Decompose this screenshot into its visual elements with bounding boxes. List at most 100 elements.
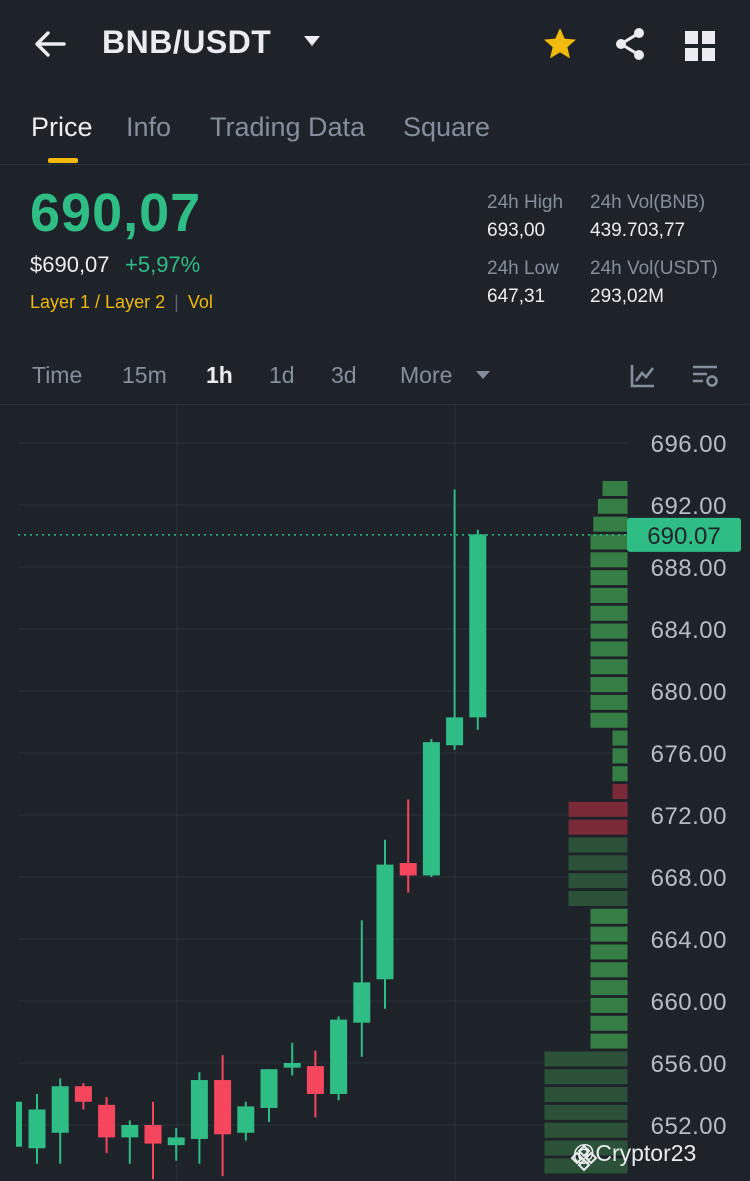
- price-change-percent: +5,97%: [125, 252, 201, 277]
- stat-high-label: 24h High: [487, 192, 564, 213]
- volume-profile-bar: [543, 1121, 629, 1139]
- usd-price: $690,07: [30, 252, 110, 277]
- volume-profile-bar: [543, 1103, 629, 1121]
- up-candle: [446, 717, 464, 746]
- volume-profile-bar: [567, 818, 629, 836]
- trading-pair-title[interactable]: BNB/USDT: [102, 24, 272, 60]
- star-icon[interactable]: [540, 24, 580, 64]
- volume-profile-bar: [589, 961, 629, 979]
- volume-profile-bar: [611, 747, 629, 765]
- stat-vol-bnb-value: 439.703,77: [590, 220, 686, 241]
- up-candle: [422, 742, 440, 876]
- up-candle: [260, 1069, 278, 1108]
- volume-profile-bar: [589, 711, 629, 729]
- up-candle: [190, 1080, 208, 1139]
- up-candle: [376, 864, 394, 980]
- volume-profile-bar: [589, 586, 629, 604]
- volume-profile-bar: [592, 515, 629, 533]
- indicator-chart-icon[interactable]: [628, 362, 658, 390]
- volume-profile-bar: [589, 907, 629, 925]
- down-candle: [306, 1066, 324, 1094]
- stat-vol-bnb-label: 24h Vol(BNB): [590, 192, 706, 213]
- up-candle: [330, 1019, 348, 1094]
- volume-profile-bar: [589, 996, 629, 1014]
- up-candle: [28, 1109, 46, 1149]
- tab-price[interactable]: Price: [31, 112, 93, 142]
- interval-1h[interactable]: 1h: [206, 362, 233, 388]
- current-price-tag: [627, 517, 741, 552]
- tag-layer[interactable]: Layer 1 / Layer 2: [30, 292, 166, 312]
- binance-logo-icon: [570, 1144, 598, 1172]
- watermark-handle: @Cryptor23: [572, 1140, 697, 1166]
- dropdown-caret-icon[interactable]: [304, 36, 320, 46]
- down-candle: [98, 1104, 116, 1138]
- stat-low-value: 647,31: [487, 286, 546, 307]
- down-candle: [399, 863, 417, 876]
- up-candle: [353, 982, 371, 1023]
- volume-profile-bar: [611, 765, 629, 783]
- volume-profile-bar: [589, 658, 629, 676]
- grid-menu-icon[interactable]: [682, 28, 718, 64]
- y-tick-label: 656.00: [651, 1051, 727, 1078]
- y-tick-label: 660.00: [651, 989, 727, 1016]
- volume-profile-bar: [589, 551, 629, 569]
- volume-profile-bar: [596, 497, 629, 515]
- up-candle: [469, 534, 487, 718]
- category-tags: Layer 1 / Layer 2 | Vol: [30, 292, 213, 312]
- stat-high-value: 693,00: [487, 220, 546, 241]
- down-candle: [214, 1080, 232, 1135]
- volume-profile-bar: [567, 836, 629, 854]
- interval-15m[interactable]: 15m: [122, 362, 167, 388]
- back-arrow-icon[interactable]: [30, 24, 70, 64]
- volume-profile-bar: [589, 925, 629, 943]
- y-tick-label: 696.00: [651, 431, 727, 458]
- volume-profile-bar: [567, 889, 629, 907]
- top-bar: BNB/USDT: [0, 0, 750, 88]
- volume-profile-bar: [567, 872, 629, 890]
- tab-info[interactable]: Info: [126, 112, 172, 142]
- volume-profile-bar: [567, 800, 629, 818]
- share-icon[interactable]: [610, 24, 650, 64]
- up-candle: [51, 1086, 69, 1133]
- more-caret-icon[interactable]: [476, 371, 490, 379]
- last-price: 690,07: [30, 183, 202, 243]
- volume-profile-bar: [589, 1032, 629, 1050]
- volume-profile-bar: [589, 693, 629, 711]
- candlestick-chart[interactable]: 696.00 692.00 688.00 684.00 680.00 676.00 672.…: [0, 405, 750, 1181]
- volume-profile-bar: [543, 1086, 629, 1104]
- y-tick-label: 684.00: [651, 617, 727, 644]
- y-tick-label: 668.00: [651, 865, 727, 892]
- interval-3d[interactable]: 3d: [331, 362, 357, 388]
- volume-profile-bar: [611, 729, 629, 747]
- partial-candle: [16, 1101, 22, 1147]
- volume-profile-bar: [589, 622, 629, 640]
- tab-trading-data[interactable]: Trading Data: [210, 112, 366, 142]
- up-candle: [237, 1106, 255, 1133]
- volume-profile-bar: [601, 480, 629, 497]
- chart-settings-icon[interactable]: [690, 362, 720, 390]
- main-tabs: Price Info Trading Data Square: [0, 100, 750, 165]
- stat-vol-usdt-value: 293,02M: [590, 286, 664, 307]
- down-candle: [144, 1125, 162, 1144]
- interval-time[interactable]: Time: [32, 362, 83, 388]
- y-tick-label: 664.00: [651, 927, 727, 954]
- volume-profile-bar: [589, 533, 629, 551]
- stat-vol-usdt-label: 24h Vol(USDT): [590, 258, 718, 279]
- tag-vol[interactable]: Vol: [187, 292, 213, 312]
- active-tab-indicator: [48, 158, 78, 163]
- y-tick-label: 652.00: [651, 1113, 727, 1140]
- interval-more[interactable]: More: [400, 362, 453, 388]
- y-tick-label: 680.00: [651, 679, 727, 706]
- up-candle: [283, 1063, 301, 1068]
- volume-profile-bar: [611, 783, 629, 801]
- tab-square[interactable]: Square: [403, 112, 491, 142]
- current-price-label: 690.07: [647, 523, 720, 550]
- interval-1d[interactable]: 1d: [269, 362, 295, 388]
- volume-profile-bar: [543, 1050, 629, 1068]
- volume-profile-bar: [589, 569, 629, 587]
- volume-profile-bar: [543, 1068, 629, 1086]
- volume-profile-bar: [589, 979, 629, 997]
- stat-low-label: 24h Low: [487, 258, 559, 279]
- up-candle: [121, 1125, 139, 1138]
- volume-profile-bar: [589, 676, 629, 694]
